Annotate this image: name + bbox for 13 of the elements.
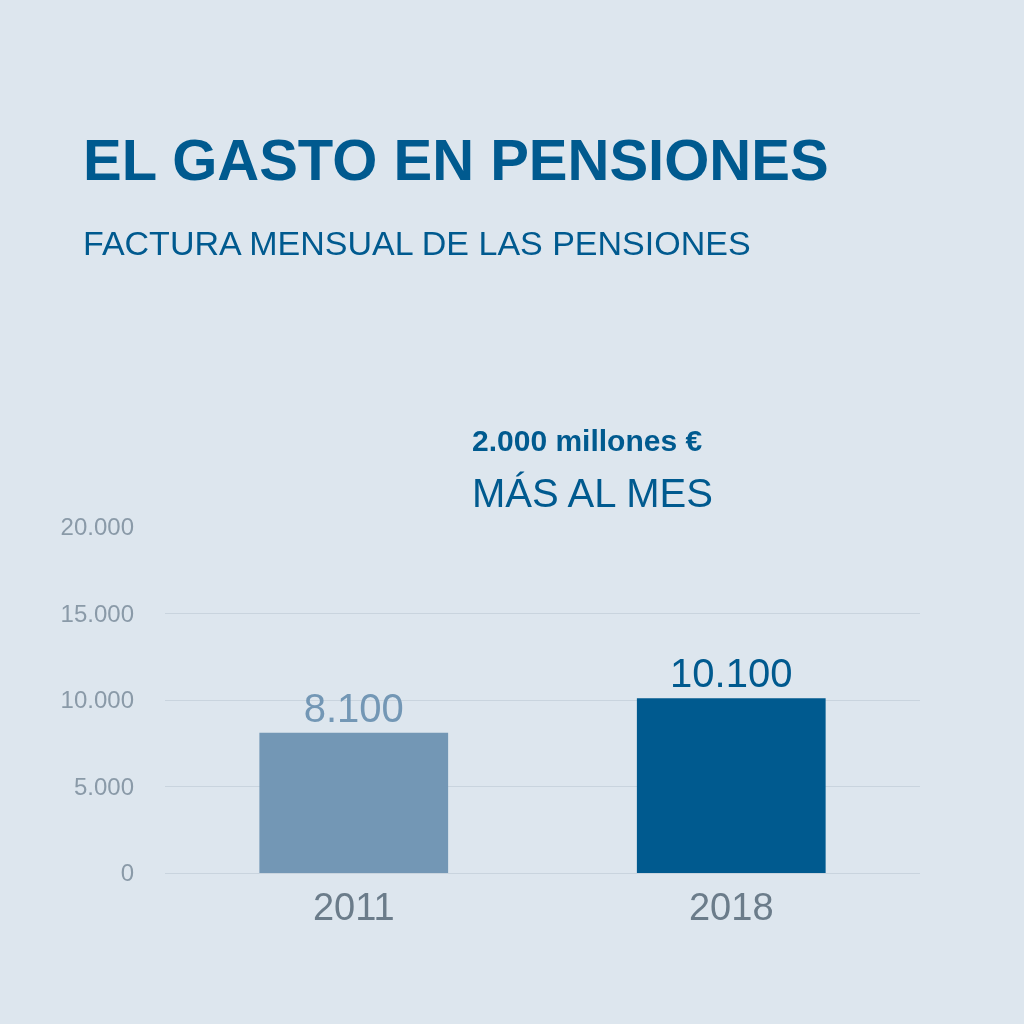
data-label: 8.100 [303,685,404,730]
text: 2.000 millones € [472,424,703,457]
y-tick-label: 5.000 [73,772,134,800]
text: MÁS AL MES [472,471,713,515]
data-label: 10.100 [670,651,793,696]
y-tick-label: 20.000 [60,513,134,541]
chart-subtitle: FACTURA MENSUAL DE LAS PENSIONES [83,224,751,263]
y-tick-label: 0 [120,859,134,887]
chart-title: EL GASTO EN PENSIONES [83,127,829,192]
x-tick-label: 2011 [312,885,395,928]
y-tick-label: 10.000 [60,686,134,714]
y-tick-label: 15.000 [60,599,134,627]
x-tick-label: 2018 [688,885,774,928]
